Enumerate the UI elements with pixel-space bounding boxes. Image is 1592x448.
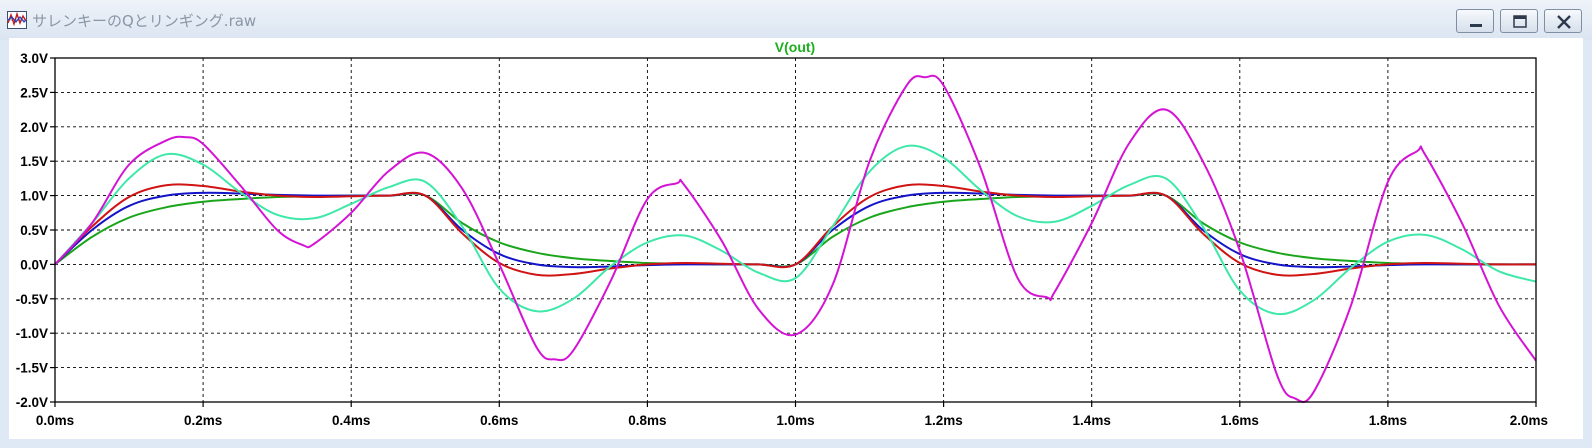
series-line-3[interactable] [54,183,1537,277]
y-tick-label: 2.5V [20,85,48,100]
series-layer [54,74,1537,403]
chart-title: V(out) [775,39,815,55]
x-tick-label: 1.8ms [1369,413,1407,428]
series-line-5[interactable] [54,74,1537,403]
x-tick-label: 0.4ms [332,413,370,428]
x-axis: 0.0ms 0.2ms 0.4ms 0.6ms 0.8ms 1.0ms 1.2ms 1.4ms… [36,402,1548,428]
waveform-chart[interactable]: V(out) 3.0V 2.5V 2.0V 1.5V 1.0V 0.5V 0.0V -0.5V… [9,38,1583,439]
waveform-app-icon [7,11,27,29]
x-tick-label: 0.0ms [36,413,74,428]
y-tick-label: -1.0V [16,326,48,341]
y-tick-label: 2.0V [20,120,48,135]
maximize-button[interactable] [1500,9,1538,33]
x-tick-label: 1.6ms [1221,413,1259,428]
window-title: サレンキーのQとリンギング.raw [32,12,257,30]
title-bar[interactable]: サレンキーのQとリンギング.raw [0,0,1592,40]
y-tick-label: 1.0V [20,189,48,204]
y-tick-label: -0.5V [16,292,48,307]
plot-panel[interactable]: V(out) 3.0V 2.5V 2.0V 1.5V 1.0V 0.5V 0.0V -0.5V… [9,38,1583,439]
close-button[interactable] [1544,9,1582,33]
minimize-button[interactable] [1456,9,1494,33]
y-axis: 3.0V 2.5V 2.0V 1.5V 1.0V 0.5V 0.0V -0.5V -1.0V -1… [16,51,55,410]
y-tick-label: 0.5V [20,223,48,238]
x-tick-label: 1.4ms [1073,413,1111,428]
x-tick-label: 1.0ms [776,413,814,428]
y-tick-label: -2.0V [16,395,48,410]
y-tick-label: -1.5V [16,361,48,376]
x-tick-label: 0.6ms [480,413,518,428]
x-tick-label: 2.0ms [1510,413,1548,428]
x-tick-label: 0.8ms [628,413,666,428]
y-tick-label: 0.0V [20,257,48,272]
y-tick-label: 1.5V [20,154,48,169]
x-tick-label: 0.2ms [184,413,222,428]
x-tick-label: 1.2ms [924,413,962,428]
y-tick-label: 3.0V [20,51,48,66]
series-line-4[interactable] [54,144,1537,316]
